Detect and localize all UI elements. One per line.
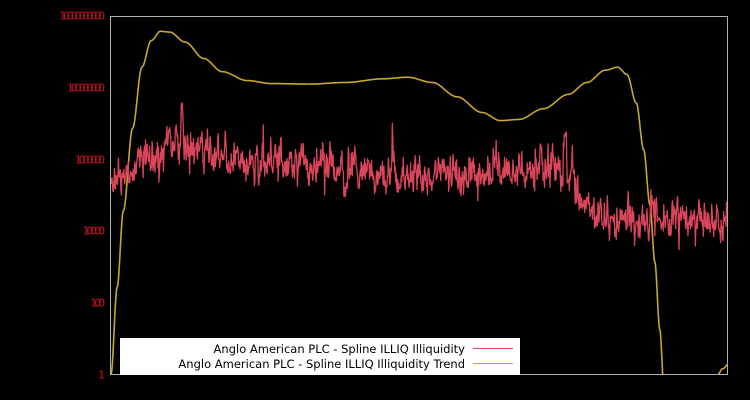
series-trend-line bbox=[111, 30, 727, 374]
legend-label-trend: Anglo American PLC - Spline ILLIQ Illiqu… bbox=[178, 356, 465, 371]
legend-swatch-illiq bbox=[473, 348, 513, 349]
y-tick-label: 1000000 bbox=[74, 153, 105, 167]
legend-label-illiq: Anglo American PLC - Spline ILLIQ Illiqu… bbox=[213, 341, 465, 356]
y-tick-label: 100000000 bbox=[66, 81, 105, 95]
y-axis-tick-labels: 10000000000 100000000 1000000 10000 100 1 bbox=[0, 0, 110, 400]
plot-area bbox=[110, 16, 728, 375]
y-tick-label: 100 bbox=[90, 296, 105, 310]
series-illiq-line bbox=[111, 102, 727, 251]
y-tick-label: 10000 bbox=[82, 224, 106, 238]
plot-svg bbox=[111, 30, 727, 374]
y-tick-label: 1 bbox=[98, 368, 105, 382]
chart-legend: Anglo American PLC - Spline ILLIQ Illiqu… bbox=[120, 338, 520, 375]
legend-item-illiq: Anglo American PLC - Spline ILLIQ Illiqu… bbox=[127, 341, 513, 356]
legend-item-trend: Anglo American PLC - Spline ILLIQ Illiqu… bbox=[127, 356, 513, 371]
y-tick-label: 10000000000 bbox=[59, 9, 105, 23]
legend-swatch-trend bbox=[473, 363, 513, 364]
